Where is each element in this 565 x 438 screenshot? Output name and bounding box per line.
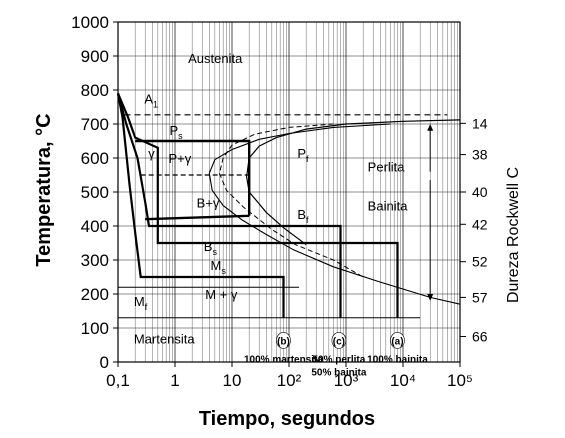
hardness-value: 40 [472,184,488,200]
curve-caption-a: 100% bainita [367,354,428,365]
region-label-text: P+γ [169,151,192,166]
isothermal-box [135,139,251,216]
start-curve [208,123,461,305]
y-tick-label: 500 [81,183,109,202]
region-label-mf: Mf [134,294,148,312]
region-label-martensita: Martensita [134,331,195,346]
hardness-scale: 14 38 40 42 52 57 66 [460,115,488,345]
hardness-value: 66 [472,329,488,345]
region-label-b_gamma: B+γ [197,195,220,210]
y-tick-label: 900 [81,47,109,66]
region-label-text: B+γ [197,195,220,210]
region-label-text: Perlita [368,160,406,175]
region-label-text: P [169,123,178,138]
curve-marker-b: (b) [277,336,290,347]
region-label-pf: Pf [297,146,309,164]
region-label-a1: A1 [144,92,158,110]
region-label-m_gamma: M + γ [205,287,238,302]
curve-marker-circle [331,332,347,349]
region-label-perlita: Perlita [368,160,406,175]
y-tick-label: 400 [81,217,109,236]
x-tick-label: 1 [170,371,179,390]
region-label-bf: Bf [297,207,309,225]
y-tick-label: 100 [81,319,109,338]
secondary-axis-title: Dureza Rockwell C [505,167,522,303]
region-label-bainita: Bainita [368,199,409,214]
region-label-text: M [134,294,145,309]
region-label-subscript: s [212,247,217,257]
transformation-curves [116,92,461,319]
region-label-subscript: f [145,302,148,312]
arrow-head [427,294,434,301]
fifty-percent-curve [218,123,364,278]
isothermal-box-bottom [145,214,250,221]
region-label-austenita: Austenita [188,51,243,66]
x-tick-label: 10³ [334,371,359,390]
y-tick-label: 0 [100,353,109,372]
region-label-text: B [204,239,213,254]
cooling-path-c [116,93,342,318]
region-label-subscript: 1 [153,100,158,110]
region-label-text: P [297,146,306,161]
region-label-text: M [211,258,222,273]
curve-marker-circle [390,332,405,349]
region-label-text: γ [148,146,155,161]
hardness-value: 52 [472,254,488,270]
grid-lines [117,21,460,363]
hardness-value: 38 [472,147,488,163]
finish-curve [245,119,461,246]
y-tick-label: 300 [81,251,109,270]
axis-ticks: 0,1 1 10 10² 10³ 10⁴ 10⁵ 0 100 200 300 400 500 600 700… [71,13,473,390]
y-tick-label: 700 [81,115,109,134]
x-tick-label: 10 [223,371,242,390]
region-label-subscript: s [178,131,183,141]
cooling-path-a [116,92,399,318]
x-axis-title: Tiempo, segundos [199,408,375,430]
region-label-ps: Ps [169,123,183,141]
y-tick-label: 600 [81,149,109,168]
y-tick-label: 1000 [71,13,109,32]
region-label-bs: Bs [204,239,218,257]
curve-caption-b: 100% martensita [244,354,323,365]
curve-marker-circle [276,332,291,349]
hardness-value: 57 [472,289,488,305]
x-tick-label: 10⁵ [447,371,473,390]
region-label-text: M + γ [205,287,238,302]
region-label-ms: Ms [211,258,227,276]
curve-caption-c: 50% bainita [311,367,366,378]
arrow-head [427,124,434,131]
curve-marker-c: (c) [333,336,345,347]
curve-marker-a: (a) [391,336,403,347]
curve-caption-c: 50% perlita [312,354,365,365]
region-label-text: Austenita [188,51,243,66]
region-label-subscript: f [306,154,309,164]
region-label-text: Martensita [134,331,195,346]
hardness-value: 42 [472,216,488,232]
y-axis-title: Temperatura, °C [33,113,55,266]
region-label-gamma: γ [148,146,155,161]
region-label-subscript: s [221,266,226,276]
y-tick-label: 800 [81,81,109,100]
x-tick-label: 10⁴ [390,371,416,390]
y-tick-label: 200 [81,285,109,304]
x-tick-label: 10² [277,371,302,390]
region-label-p_gamma: P+γ [169,151,192,166]
x-tick-label: 0,1 [106,371,130,390]
region-label-subscript: f [306,215,309,225]
cooling-path-b [116,93,285,318]
region-label-text: A [144,92,153,107]
region-label-text: B [297,207,306,222]
region-label-text: Bainita [368,199,409,214]
hardness-value: 14 [472,115,488,131]
